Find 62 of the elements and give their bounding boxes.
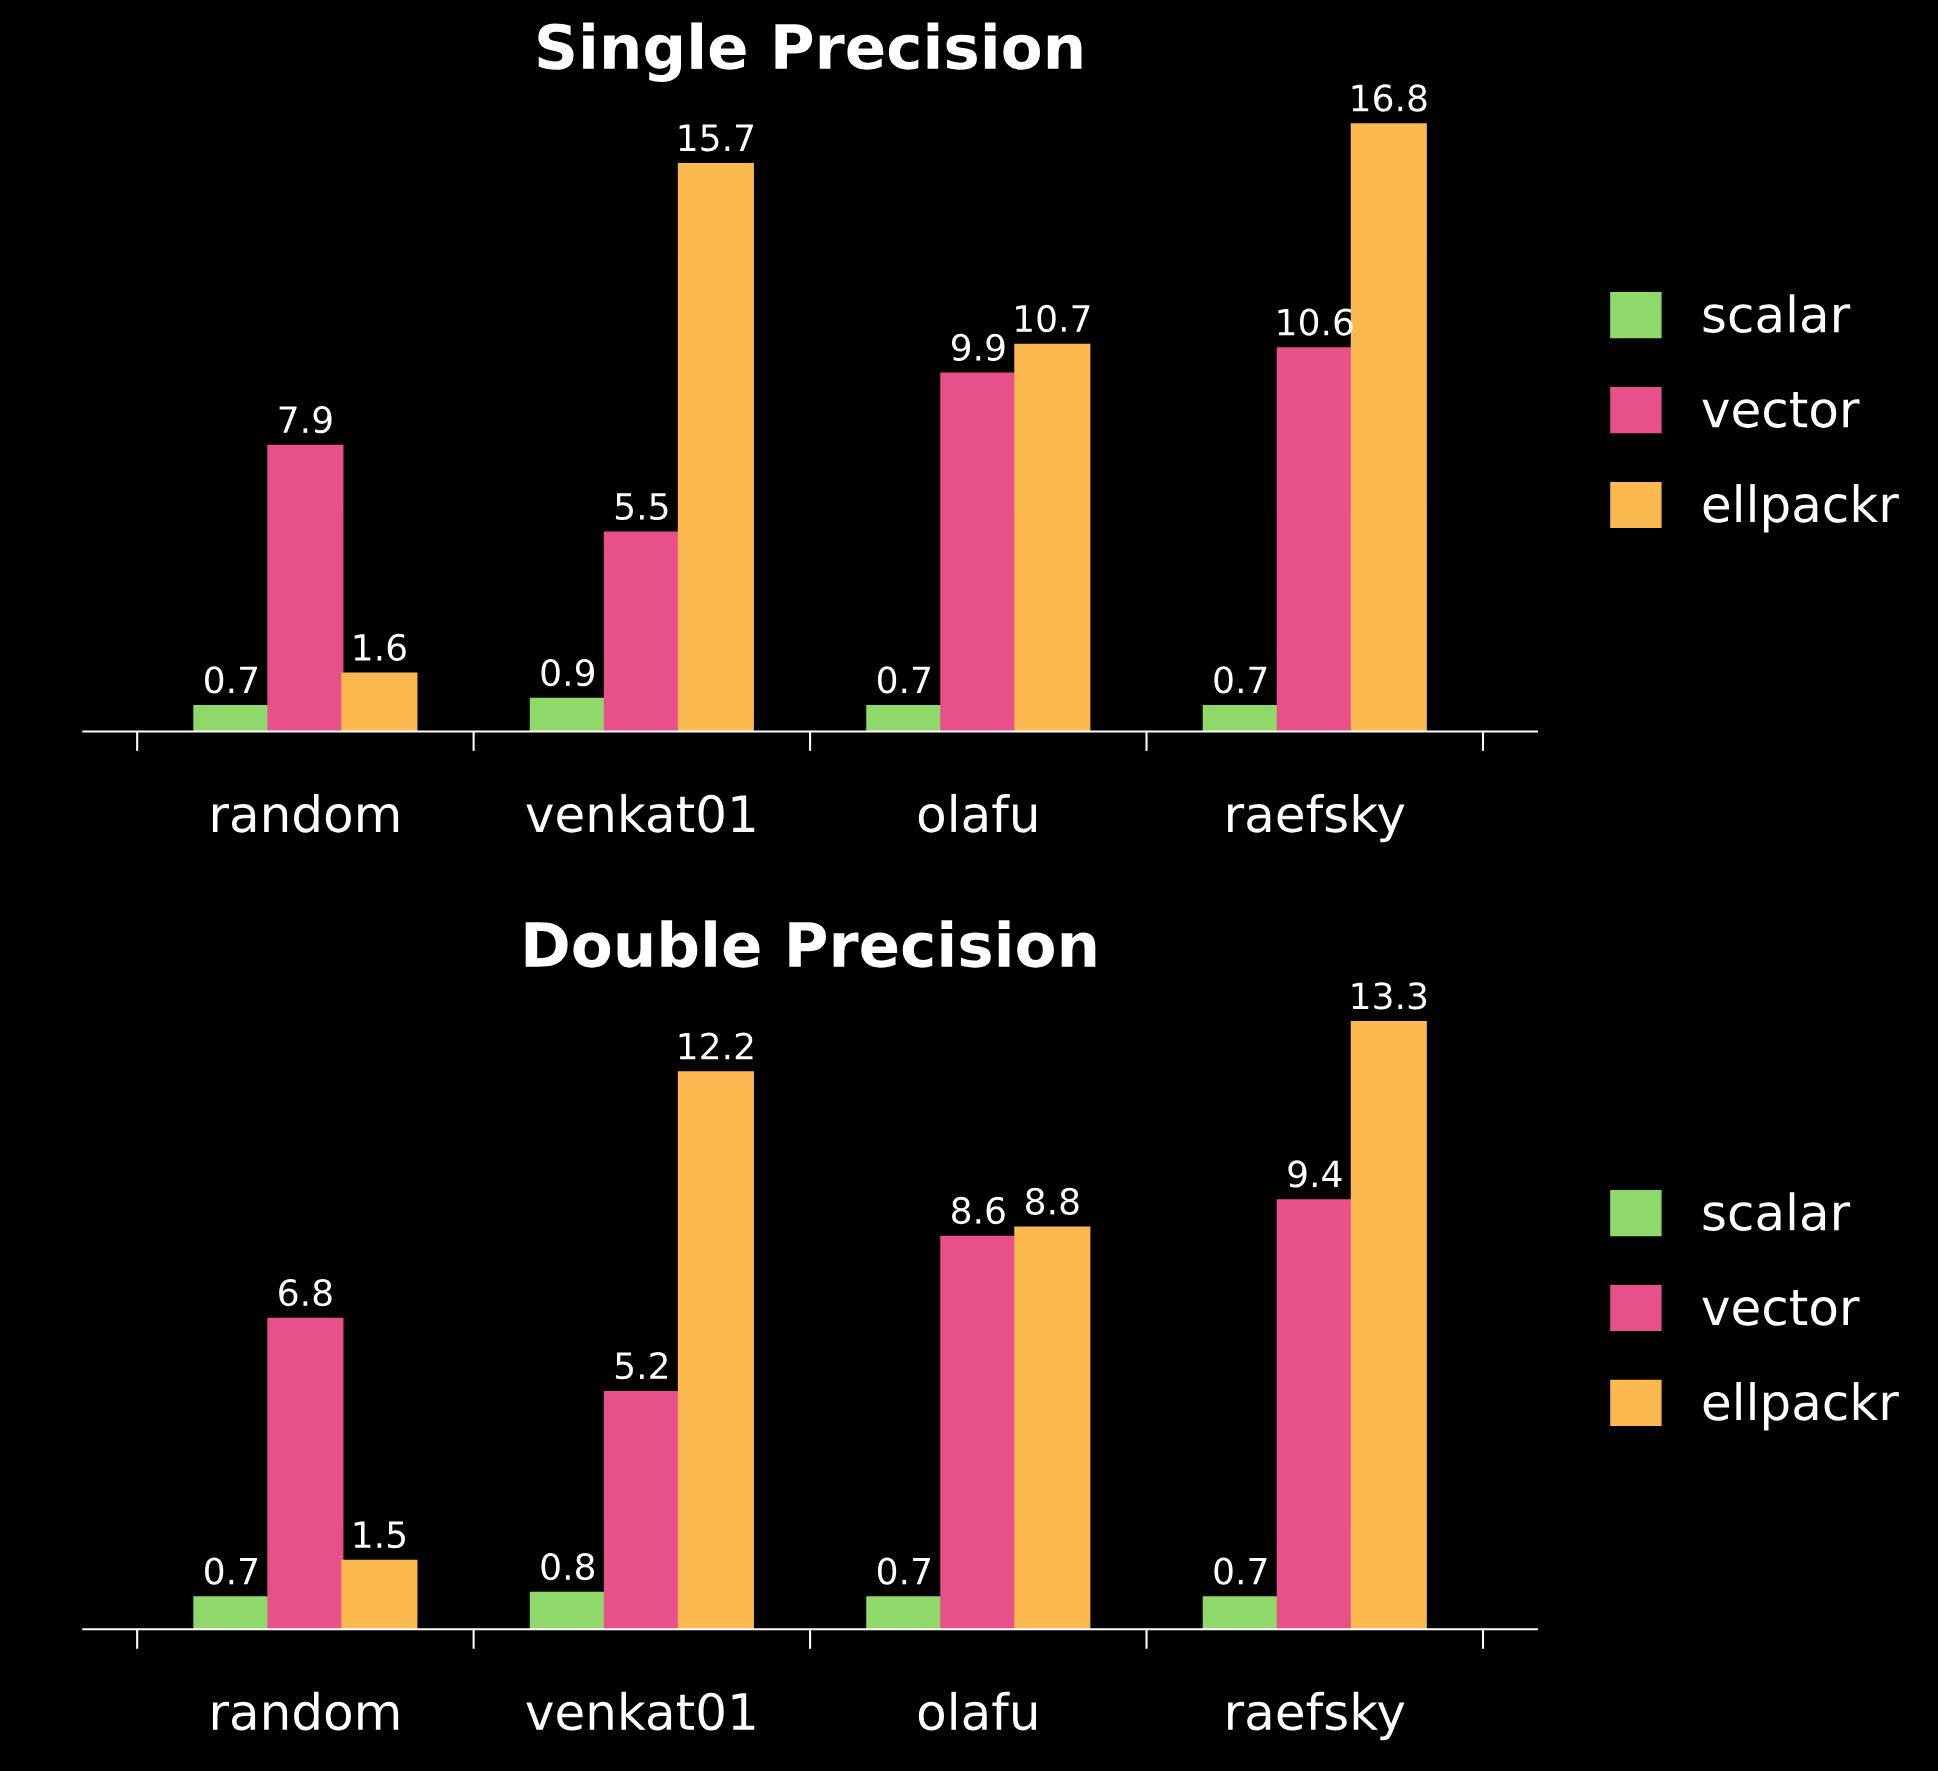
bar bbox=[1202, 705, 1279, 732]
data-label: 0.8 bbox=[541, 1552, 595, 1581]
bar bbox=[193, 705, 270, 732]
data-label: 1.6 bbox=[354, 633, 406, 662]
x-tick-label: random bbox=[212, 1691, 399, 1731]
data-label: 0.7 bbox=[1214, 666, 1267, 694]
data-label: 0.7 bbox=[877, 666, 930, 694]
x-tick-label: olafu bbox=[918, 1691, 1036, 1731]
bar bbox=[1014, 343, 1091, 732]
bar bbox=[1276, 1199, 1353, 1630]
data-label: 0.7 bbox=[205, 666, 257, 694]
bar bbox=[940, 1235, 1017, 1630]
x-tick-label: raefsky bbox=[1228, 1691, 1405, 1741]
data-label: 7.9 bbox=[279, 406, 332, 434]
data-label: 8.8 bbox=[1026, 1187, 1079, 1216]
data-label: 0.7 bbox=[205, 1557, 257, 1585]
bar bbox=[341, 1559, 418, 1630]
data-label: 6.8 bbox=[279, 1279, 332, 1307]
x-tick-label: venkat01 bbox=[526, 793, 755, 833]
x-tick-label: venkat01 bbox=[526, 1691, 755, 1731]
bar bbox=[267, 1317, 344, 1630]
legend-label: scalar bbox=[1703, 1192, 1851, 1231]
x-tick-label: olafu bbox=[918, 793, 1036, 833]
bar bbox=[529, 697, 606, 732]
data-label: 0.7 bbox=[1214, 1557, 1267, 1585]
data-label: 12.2 bbox=[679, 1032, 753, 1060]
bar bbox=[1350, 1021, 1427, 1630]
data-label: 9.4 bbox=[1288, 1160, 1342, 1188]
bar bbox=[1276, 347, 1353, 732]
bar bbox=[866, 705, 943, 732]
chart-title: Double Precision bbox=[525, 920, 1096, 968]
bar bbox=[267, 444, 344, 732]
data-label: 13.3 bbox=[1352, 982, 1427, 1010]
bar bbox=[341, 672, 418, 732]
bar bbox=[1202, 1596, 1279, 1630]
bar bbox=[529, 1591, 606, 1630]
data-label: 16.8 bbox=[1352, 84, 1427, 112]
bar bbox=[866, 1596, 943, 1630]
data-label: 0.9 bbox=[541, 659, 595, 687]
legend-label: vector bbox=[1702, 1289, 1860, 1326]
legend-label: ellpackr bbox=[1703, 1382, 1899, 1431]
bar bbox=[677, 162, 754, 732]
bar bbox=[1014, 1226, 1091, 1630]
bar bbox=[940, 372, 1017, 732]
bar bbox=[677, 1071, 754, 1630]
legend-label: vector bbox=[1702, 392, 1860, 428]
data-label: 15.7 bbox=[679, 124, 753, 152]
data-label: 10.7 bbox=[1016, 304, 1090, 333]
legend-label: ellpackr bbox=[1703, 484, 1899, 533]
data-label: 1.5 bbox=[354, 1521, 405, 1549]
data-label: 9.9 bbox=[951, 333, 1005, 362]
data-label: 5.2 bbox=[615, 1352, 667, 1380]
chart-title: Single Precision bbox=[538, 22, 1082, 83]
bar bbox=[603, 1390, 680, 1630]
bar bbox=[603, 531, 680, 732]
x-tick-label: random bbox=[212, 793, 399, 833]
x-tick-label: raefsky bbox=[1228, 793, 1405, 843]
data-label: 0.7 bbox=[877, 1557, 930, 1585]
data-label: 8.6 bbox=[952, 1196, 1005, 1225]
legend-label: scalar bbox=[1703, 294, 1851, 334]
data-label: 5.5 bbox=[615, 493, 668, 521]
bar bbox=[193, 1596, 270, 1630]
